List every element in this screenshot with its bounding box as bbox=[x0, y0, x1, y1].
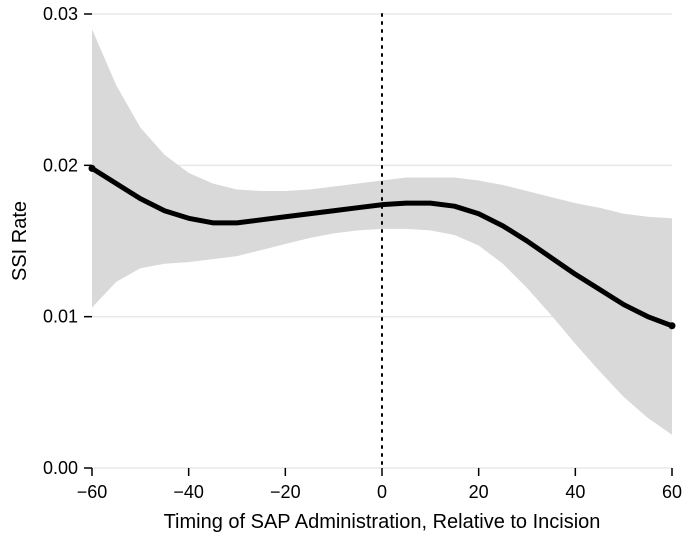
x-tick-label: 20 bbox=[469, 482, 489, 502]
x-tick-label: −20 bbox=[270, 482, 301, 502]
y-axis-label: SSI Rate bbox=[9, 201, 31, 281]
y-tick-label: 0.00 bbox=[43, 458, 78, 478]
y-tick-label: 0.02 bbox=[43, 155, 78, 175]
x-tick-label: 40 bbox=[565, 482, 585, 502]
y-tick-label: 0.01 bbox=[43, 307, 78, 327]
ssi-rate-chart: −60 −40 −20 0 20 40 60 0.00 0.01 0.02 0.03 Timing o… bbox=[0, 0, 685, 542]
x-axis-label: Timing of SAP Administration, Relative t… bbox=[164, 511, 601, 533]
line-end-point bbox=[669, 322, 676, 329]
x-tick-label: 0 bbox=[377, 482, 387, 502]
x-tick-label: −40 bbox=[173, 482, 204, 502]
chart-container: −60 −40 −20 0 20 40 60 0.00 0.01 0.02 0.03 Timing o… bbox=[0, 0, 685, 542]
y-tick-label: 0.03 bbox=[43, 4, 78, 24]
x-tick-label: −60 bbox=[77, 482, 108, 502]
x-tick-label: 60 bbox=[662, 482, 682, 502]
